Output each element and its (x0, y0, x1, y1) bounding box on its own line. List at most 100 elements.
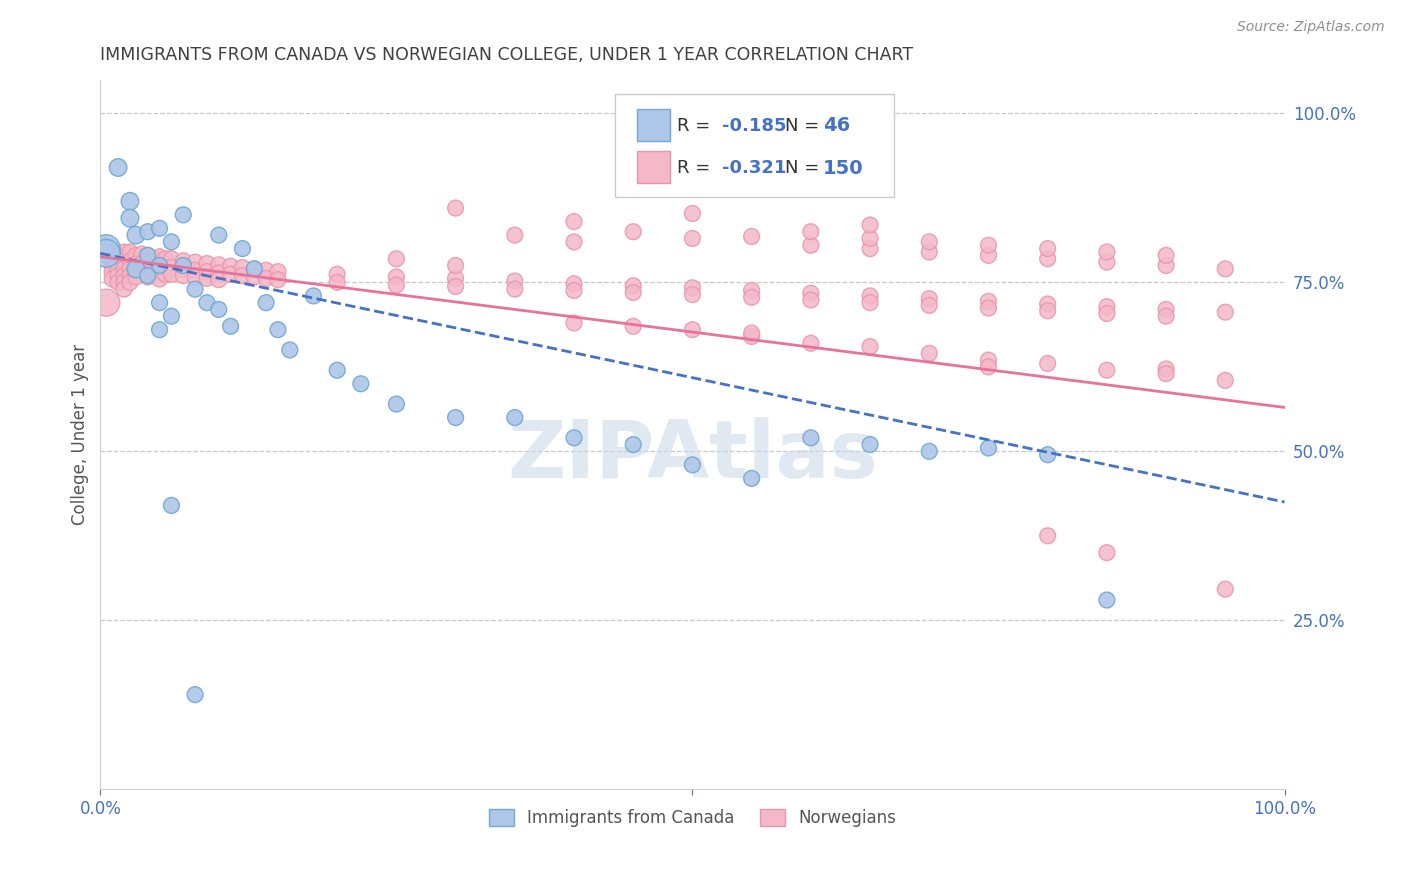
Point (977, 301, 1000, 315)
Point (977, 238, 1000, 252)
Point (1213, 373, 1236, 387)
Point (1154, 302, 1177, 317)
Point (350, 376, 373, 391)
Point (681, 231, 703, 245)
Point (800, 293, 823, 307)
Point (1036, 297, 1059, 311)
Point (125, 228, 148, 243)
Point (621, 278, 644, 293)
Point (1213, 305, 1236, 319)
Point (148, 323, 170, 337)
Point (977, 359, 1000, 374)
Text: Source: ZipAtlas.com: Source: ZipAtlas.com (1237, 20, 1385, 34)
FancyBboxPatch shape (616, 94, 894, 197)
Point (172, 208, 194, 222)
Point (112, 276, 135, 290)
Point (1095, 593, 1118, 607)
Point (444, 259, 467, 273)
Point (148, 250, 170, 264)
Point (101, 244, 124, 259)
Point (267, 273, 290, 287)
Point (107, 261, 129, 276)
Point (1095, 363, 1118, 377)
Point (621, 437, 644, 451)
Point (125, 256, 148, 270)
Point (172, 268, 194, 283)
Point (195, 264, 218, 278)
Point (118, 276, 141, 290)
Point (231, 268, 253, 283)
Point (1036, 242, 1059, 256)
Point (118, 261, 141, 276)
Point (160, 235, 183, 249)
Point (172, 253, 194, 268)
Text: 150: 150 (823, 159, 863, 178)
Point (136, 256, 159, 270)
Point (184, 255, 207, 269)
Point (859, 295, 882, 310)
Bar (637, 109, 669, 141)
Point (112, 268, 135, 283)
Point (148, 221, 170, 235)
Point (107, 256, 129, 270)
Point (800, 225, 823, 239)
Point (1036, 356, 1059, 370)
Point (503, 282, 526, 296)
Point (101, 272, 124, 286)
Y-axis label: College, Under 1 year: College, Under 1 year (72, 344, 89, 525)
Point (142, 252, 165, 266)
Text: IMMIGRANTS FROM CANADA VS NORWEGIAN COLLEGE, UNDER 1 YEAR CORRELATION CHART: IMMIGRANTS FROM CANADA VS NORWEGIAN COLL… (100, 46, 914, 64)
Point (208, 273, 231, 287)
Point (977, 248, 1000, 262)
Point (136, 225, 159, 239)
Point (107, 276, 129, 290)
Point (800, 431, 823, 445)
Point (96, 242, 118, 256)
Point (125, 248, 148, 262)
Point (118, 211, 141, 226)
Point (112, 261, 135, 276)
Point (219, 259, 242, 273)
Point (101, 265, 124, 279)
Point (184, 270, 207, 285)
Point (1095, 255, 1118, 269)
Point (148, 259, 170, 273)
Text: -0.185: -0.185 (723, 117, 786, 135)
Bar (637, 151, 669, 183)
Point (101, 259, 124, 273)
Point (918, 444, 941, 458)
Point (1154, 367, 1177, 381)
Point (1095, 306, 1118, 320)
Point (1036, 303, 1059, 318)
Point (243, 261, 266, 276)
Point (148, 272, 170, 286)
Point (208, 302, 231, 317)
Point (148, 295, 170, 310)
Point (278, 343, 301, 357)
Point (96, 246, 118, 260)
Point (125, 270, 148, 285)
Point (231, 242, 253, 256)
Point (444, 271, 467, 285)
Point (172, 259, 194, 273)
Point (160, 499, 183, 513)
Point (859, 437, 882, 451)
Point (444, 410, 467, 425)
Point (101, 255, 124, 269)
Point (155, 260, 177, 275)
Point (131, 247, 153, 261)
Point (148, 265, 170, 279)
Point (918, 346, 941, 360)
Point (741, 290, 763, 304)
Point (148, 259, 170, 273)
Point (621, 319, 644, 334)
Point (267, 264, 290, 278)
Point (503, 274, 526, 288)
Point (118, 253, 141, 268)
Point (444, 201, 467, 215)
Point (267, 323, 290, 337)
Point (1036, 252, 1059, 266)
Point (125, 261, 148, 276)
Point (1036, 529, 1059, 543)
Point (112, 244, 135, 259)
